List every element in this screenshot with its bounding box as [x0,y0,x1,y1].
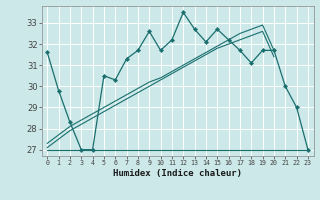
X-axis label: Humidex (Indice chaleur): Humidex (Indice chaleur) [113,169,242,178]
